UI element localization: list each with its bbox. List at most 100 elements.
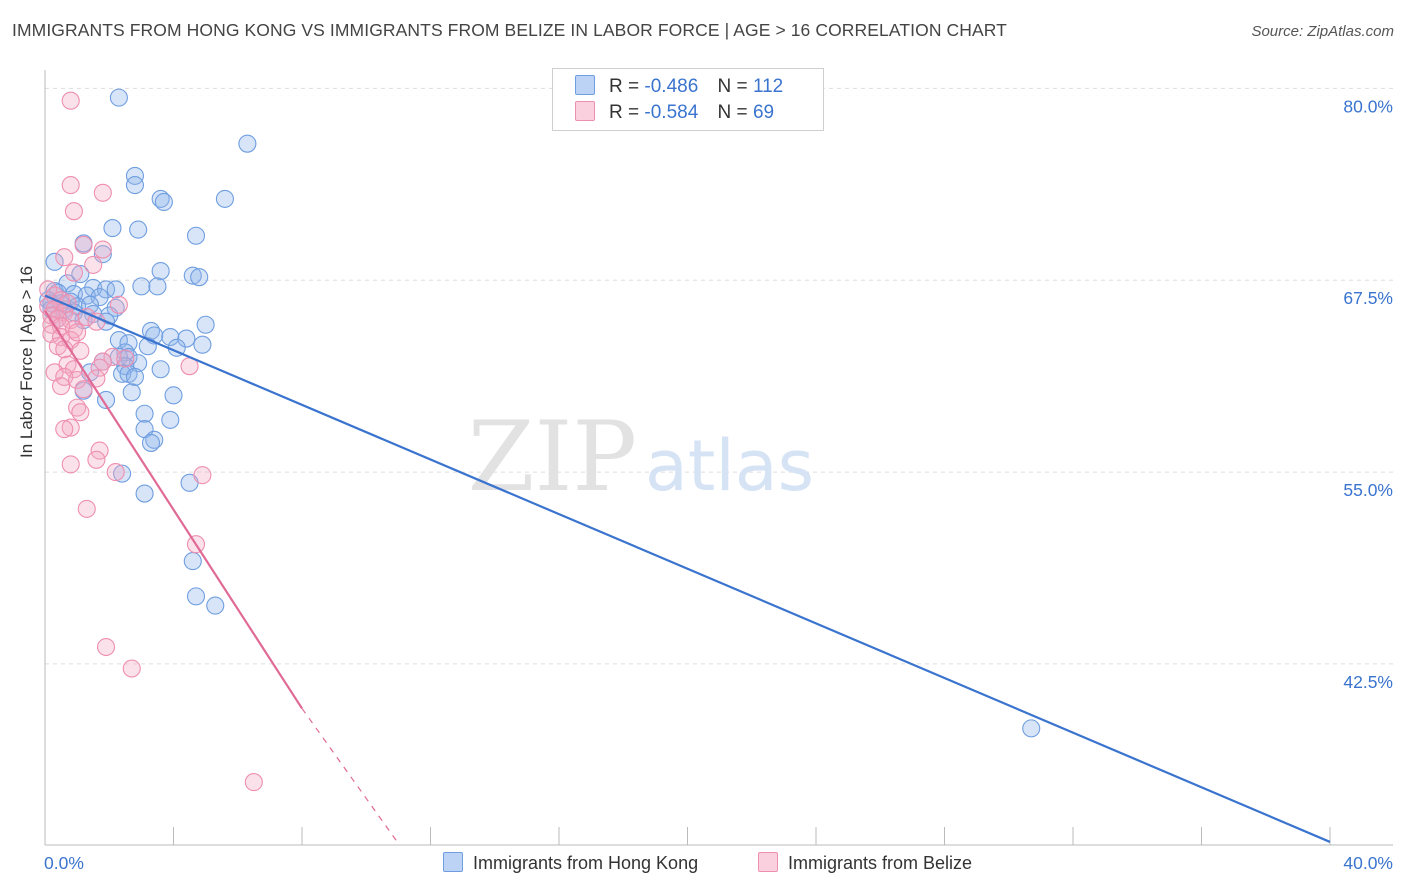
- hong-kong-point: [145, 430, 164, 449]
- belize-point: [74, 235, 93, 255]
- hong-kong-point: [186, 226, 206, 245]
- hong-kong-point: [113, 464, 132, 483]
- y-axis-label: In Labor Force | Age > 16: [17, 265, 36, 458]
- legend-r-value: -0.486: [644, 76, 699, 97]
- hong-kong-point: [90, 288, 109, 307]
- belize-point: [68, 370, 87, 390]
- hong-kong-point: [96, 390, 116, 410]
- chart-title: IMMIGRANTS FROM HONG KONG VS IMMIGRANTS …: [12, 20, 1007, 40]
- legend-swatch-hong-kong: [575, 75, 595, 95]
- belize-point: [64, 263, 83, 282]
- series-hong-kong: [39, 88, 1041, 738]
- hong-kong-point: [238, 134, 257, 153]
- axes: [44, 70, 1393, 846]
- belize-point: [87, 450, 106, 469]
- hong-kong-label: Immigrants from Hong Kong: [473, 853, 699, 873]
- belize-point: [244, 773, 263, 792]
- belize-point: [71, 403, 90, 422]
- hong-kong-point: [125, 176, 144, 195]
- belize-point: [68, 323, 87, 342]
- hong-kong-point: [186, 587, 206, 606]
- hong-kong-point: [215, 189, 234, 208]
- belize-swatch: [758, 852, 778, 872]
- belize-point: [55, 420, 74, 439]
- belize-point: [61, 91, 80, 110]
- legend-row-belize: R = -0.584 N = 69: [575, 101, 774, 125]
- y-tick-label: 67.5%: [1343, 288, 1393, 308]
- hong-kong-point: [177, 329, 196, 348]
- legend-swatch-belize: [575, 101, 595, 121]
- hong-kong-point: [193, 335, 212, 354]
- trend-lines: [44, 294, 1331, 844]
- belize-trend-line: [44, 310, 303, 710]
- watermark: ZIP atlas: [468, 401, 814, 513]
- belize-point: [116, 349, 135, 368]
- hong-kong-point: [161, 327, 180, 347]
- hong-kong-point: [148, 277, 167, 296]
- belize-trend-extension: [301, 708, 399, 844]
- belize-point: [55, 248, 74, 267]
- belize-point: [106, 463, 125, 482]
- hong-kong-point: [190, 268, 209, 287]
- belize-point: [84, 255, 103, 274]
- belize-point: [74, 380, 93, 399]
- hong-kong-point: [161, 410, 180, 429]
- y-tick-label: 80.0%: [1343, 96, 1393, 116]
- series-belize: [39, 91, 263, 792]
- hong-kong-point: [151, 360, 170, 379]
- legend-r-label: R =: [609, 76, 640, 97]
- x-tick-label-min: 0.0%: [44, 853, 84, 873]
- belize-point: [193, 466, 212, 485]
- hong-kong-point: [125, 166, 144, 185]
- hong-kong-point: [183, 552, 202, 571]
- belize-point: [96, 637, 116, 657]
- tick-labels: 42.5% 55.0% 67.5% 80.0% 0.0% 40.0%: [44, 96, 1393, 873]
- hong-kong-point: [164, 386, 183, 405]
- legend-item-hong-kong: Immigrants from Hong Kong: [443, 852, 698, 874]
- belize-point: [61, 418, 80, 437]
- hong-kong-point: [71, 265, 90, 284]
- hong-kong-point: [106, 280, 125, 299]
- legend-row-hong-kong: R = -0.486 N = 112: [575, 75, 783, 99]
- belize-point: [61, 176, 80, 195]
- hong-kong-point: [109, 88, 128, 107]
- belize-point: [64, 202, 83, 221]
- hong-kong-point: [135, 484, 154, 503]
- hong-kong-point: [45, 252, 64, 271]
- gridlines: [45, 87, 1393, 665]
- hong-kong-point: [96, 280, 116, 299]
- hong-kong-swatch: [443, 852, 463, 872]
- hong-kong-point: [151, 189, 170, 208]
- hong-kong-point: [125, 367, 144, 386]
- belize-point: [61, 455, 80, 474]
- x-tick-label-max: 40.0%: [1343, 853, 1393, 873]
- legend-n-label: N =: [717, 76, 748, 97]
- legend-n-value: 69: [752, 102, 775, 123]
- belize-point: [90, 358, 109, 377]
- hong-kong-point: [135, 404, 154, 423]
- belize-point: [77, 499, 96, 518]
- correlation-legend: R = -0.486 N = 112 R = -0.584 N = 69: [552, 68, 824, 131]
- legend-r-value: -0.584: [644, 102, 699, 123]
- hong-kong-point: [154, 192, 173, 212]
- hong-kong-point: [141, 433, 161, 452]
- y-tick-label: 42.5%: [1343, 672, 1393, 692]
- belize-point: [109, 295, 128, 314]
- belize-label: Immigrants from Belize: [788, 853, 973, 873]
- hong-kong-point: [151, 261, 170, 281]
- hong-kong-point: [183, 266, 202, 285]
- belize-point: [93, 240, 112, 259]
- hong-kong-point: [196, 315, 215, 334]
- legend-item-belize: Immigrants from Belize: [758, 852, 972, 874]
- source-credit: Source: ZipAtlas.com: [1251, 23, 1394, 40]
- legend-r-label: R =: [609, 102, 640, 123]
- hong-kong-trend-line: [44, 294, 1331, 843]
- hong-kong-point: [206, 596, 225, 615]
- hong-kong-point: [1022, 719, 1041, 738]
- belize-point: [93, 183, 112, 202]
- watermark-atlas: atlas: [645, 425, 814, 507]
- belize-point: [52, 377, 71, 396]
- hong-kong-point: [103, 219, 122, 238]
- hong-kong-point: [122, 383, 141, 402]
- y-tick-label: 55.0%: [1343, 480, 1393, 500]
